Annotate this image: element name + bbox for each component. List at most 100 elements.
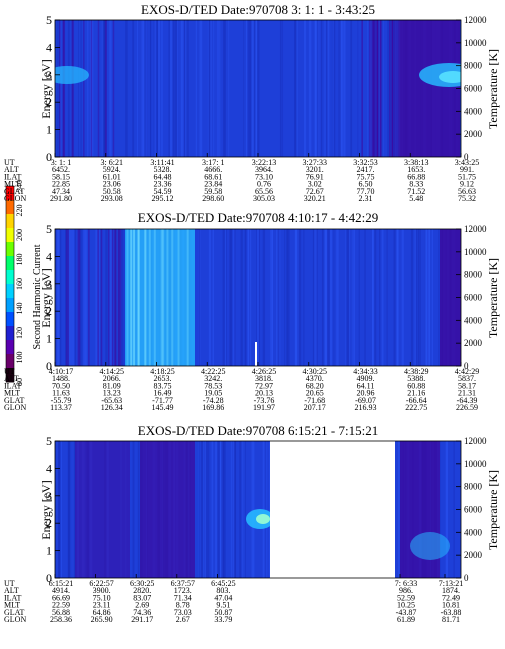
orbit-table-cell: 59.58	[204, 187, 222, 196]
spectrogram-band	[59, 229, 62, 366]
orbit-row-label: ALT	[4, 586, 19, 595]
spectrogram-band	[103, 20, 105, 157]
spectrogram-band	[386, 229, 388, 366]
spectrogram-band	[314, 20, 317, 157]
orbit-table-cell: 19.05	[204, 389, 222, 398]
spectrogram-band	[338, 20, 341, 157]
orbit-table-cell: -66.64	[406, 396, 427, 405]
orbit-table-cell: 0.76	[257, 180, 271, 189]
spectrogram-band	[109, 229, 113, 366]
colorbar-swatch	[6, 284, 14, 299]
spectrogram-band	[381, 229, 384, 366]
spectrogram-band	[171, 20, 175, 157]
spectrogram-band	[324, 20, 326, 157]
orbit-table-cell: 4370.	[306, 374, 324, 383]
colorbar-tick-label: 100	[15, 352, 24, 364]
spectrogram-band	[346, 229, 349, 366]
y2tick-label: 10000	[464, 38, 487, 48]
spectrogram-band	[60, 441, 62, 578]
spectrogram-band	[81, 229, 83, 366]
panel-3-y2label: Temperature [K]	[486, 470, 500, 550]
spectrogram-band	[204, 441, 207, 578]
spectrogram-band	[92, 20, 94, 157]
spectrogram-band	[331, 20, 333, 157]
ytick-label: 3	[46, 277, 52, 291]
spectrogram-band	[234, 441, 236, 578]
spectrogram-band	[250, 229, 252, 366]
spectrogram-band	[294, 229, 298, 366]
orbit-table-cell: 66.88	[407, 172, 425, 181]
orbit-row-label: ILAT	[4, 381, 21, 390]
spectrogram-band	[453, 441, 455, 578]
colorbar-tick-label: 200	[15, 229, 24, 241]
orbit-table-cell: 191.97	[253, 403, 275, 412]
orbit-table-cell: 4666.	[204, 165, 222, 174]
orbit-table-cell: 3: 1: 1	[51, 158, 71, 167]
orbit-table-cell: 52.59	[397, 593, 415, 602]
spectrogram-band	[279, 229, 281, 366]
spectrogram-band	[60, 20, 62, 157]
spectrogram-band	[57, 20, 59, 157]
spectrogram-band	[132, 441, 135, 578]
orbit-table-cell: 4:34:33	[353, 367, 377, 376]
spectrogram-band	[141, 20, 144, 157]
colorbar-swatches	[6, 186, 14, 383]
spectrogram-band	[77, 229, 80, 366]
orbit-table-cell: 50.87	[214, 608, 232, 617]
spectrogram-band	[79, 229, 82, 366]
spectrogram-band	[361, 20, 363, 157]
spectrogram-band	[345, 229, 346, 366]
orbit-table-cell: 83.07	[133, 593, 151, 602]
spectrogram-band	[257, 20, 260, 157]
spectrogram-band	[119, 229, 122, 366]
spectrogram-band	[133, 229, 136, 366]
spectrogram-band	[249, 20, 252, 157]
colorbar-label: Second Harmonic Current	[32, 244, 43, 349]
orbit-row-label: GLON	[4, 194, 26, 203]
y2tick-label: 12000	[464, 15, 487, 25]
spectrogram-band	[111, 229, 114, 366]
orbit-table-cell: 1488.	[52, 374, 70, 383]
orbit-table-cell: 75.75	[357, 172, 375, 181]
spectrogram-band	[208, 20, 210, 157]
spectrogram-band	[348, 229, 351, 366]
y2tick-label: 12000	[464, 436, 487, 446]
panel-2-title: EXOS-D/TED Date:970708 4:10:17 - 4:42:29	[138, 210, 378, 225]
spectrogram-band	[87, 20, 89, 157]
orbit-table-cell: 2.69	[135, 601, 149, 610]
orbit-table-cell: 47.04	[214, 593, 232, 602]
orbit-table-cell: 23.36	[154, 180, 172, 189]
colorbar-tick-label: 240	[15, 180, 24, 192]
ytick-label: 5	[46, 434, 52, 448]
spectrogram-band	[253, 441, 255, 578]
spectrogram-band	[357, 20, 359, 157]
ytick-label: 3	[46, 489, 52, 503]
spectrogram-band	[148, 229, 151, 366]
orbit-table-cell: 8.33	[409, 180, 423, 189]
spectrogram-band	[318, 20, 320, 157]
orbit-table-cell: -69.07	[355, 396, 376, 405]
spectrogram-band	[140, 441, 195, 578]
spectrogram-band	[247, 229, 249, 366]
panel-3-title: EXOS-D/TED Date:970708 6:15:21 - 7:15:21	[138, 423, 378, 438]
spectrogram-band	[215, 441, 218, 578]
orbit-table-cell: -55.79	[51, 396, 72, 405]
ytick-label: 3	[46, 68, 52, 82]
spectrogram-band	[162, 229, 165, 366]
orbit-table-cell: 20.65	[306, 389, 324, 398]
spectrogram-band	[121, 229, 123, 366]
panel-3-axes: 0 1 2 3 4 5 0 2000 4000 6000 8000 10000 12000	[46, 434, 487, 585]
orbit-table-cell: 1874.	[442, 586, 460, 595]
spectrogram-band	[253, 20, 256, 157]
spectrogram-band	[282, 20, 284, 157]
orbit-table-cell: 75.10	[93, 593, 111, 602]
orbit-table-cell: -63.88	[441, 608, 462, 617]
spectrogram-band	[112, 20, 115, 157]
spectrogram-band	[393, 229, 396, 366]
orbit-table-cell: 9.12	[460, 180, 474, 189]
spectrogram-band	[130, 229, 133, 366]
panel-1-axes: 0 1 2 3 4 5 0 2000 4000 6000 8000 10000 12000	[46, 13, 487, 164]
y2tick-label: 4000	[464, 527, 483, 537]
orbit-table-cell: 293.08	[101, 194, 123, 203]
orbit-table-cell: 2.67	[176, 615, 190, 624]
